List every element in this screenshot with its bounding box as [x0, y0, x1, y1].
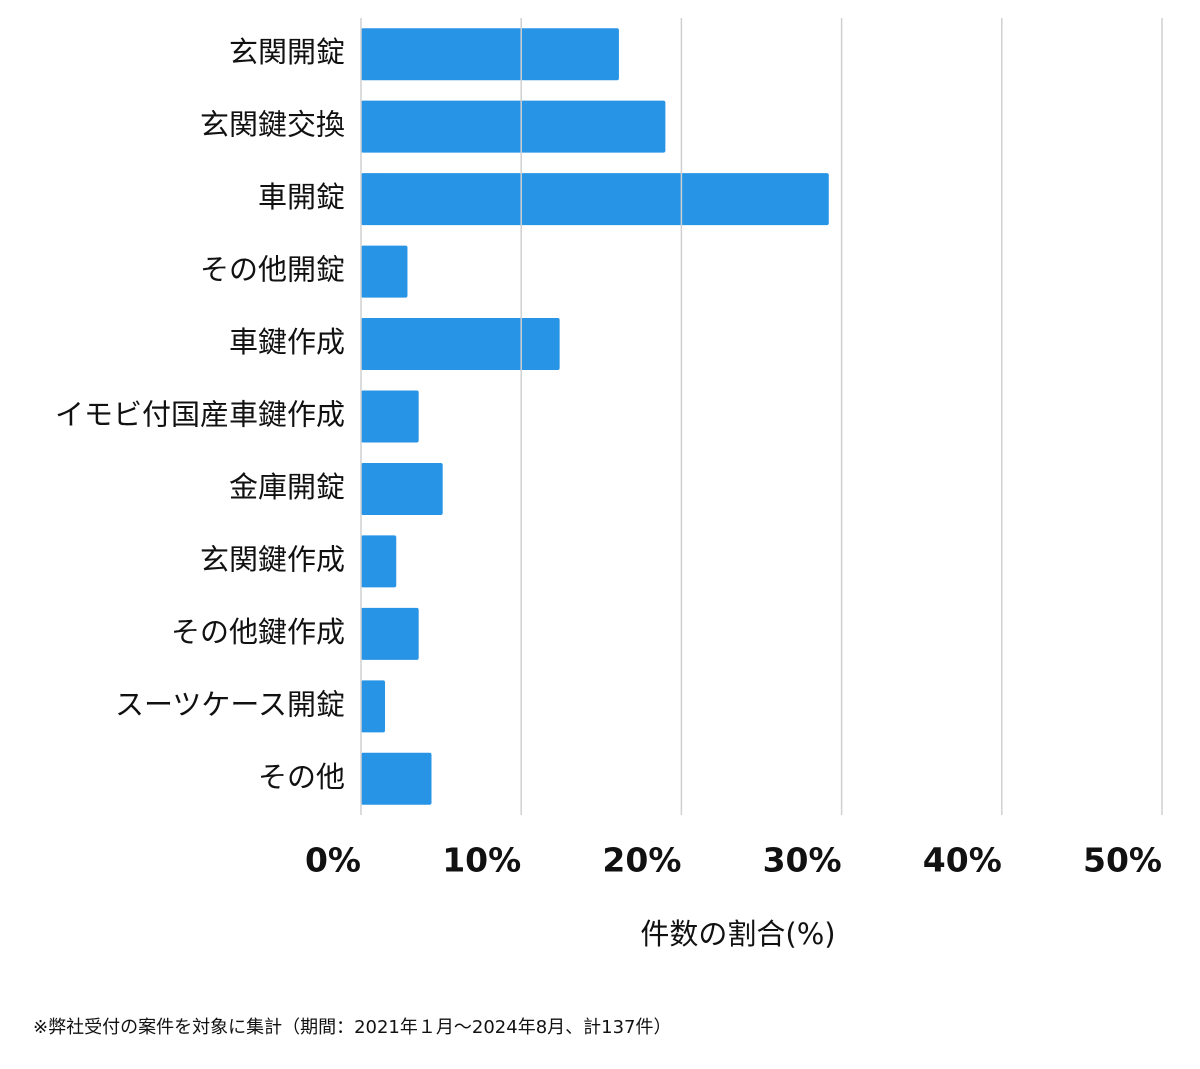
bar — [361, 535, 397, 588]
bar — [361, 100, 666, 153]
x-tick-label: 10% — [442, 841, 521, 880]
y-tick-label: 金庫開錠 — [229, 470, 345, 504]
bar — [361, 752, 432, 805]
y-tick-label: その他鍵作成 — [171, 615, 345, 649]
y-tick-label: 玄関開錠 — [229, 35, 345, 69]
bar — [361, 607, 419, 660]
bar — [361, 28, 619, 81]
x-tick-label: 50% — [1083, 841, 1162, 880]
x-axis-label: 件数の割合(%) — [640, 917, 835, 951]
x-tick-label: 20% — [602, 841, 681, 880]
y-tick-label: スーツケース開錠 — [115, 687, 345, 721]
x-tick-label: 30% — [763, 841, 842, 880]
bar — [361, 173, 829, 226]
y-tick-label: その他 — [258, 760, 345, 794]
bar — [361, 680, 386, 733]
y-tick-label: 玄関鍵交換 — [200, 108, 345, 142]
y-tick-label: 玄関鍵作成 — [200, 542, 345, 576]
y-tick-label: イモビ付国産車鍵作成 — [55, 398, 345, 432]
y-tick-label: 車鍵作成 — [229, 325, 345, 359]
x-tick-label: 40% — [923, 841, 1002, 880]
bar — [361, 390, 419, 443]
bar — [361, 318, 560, 371]
bar — [361, 462, 443, 515]
bar — [361, 245, 408, 298]
x-tick-label: 0% — [305, 841, 361, 880]
y-tick-label: その他開錠 — [200, 253, 345, 287]
footnote: ※弊社受付の案件を対象に集計（期間：2021年１月〜2024年8月、計137件） — [33, 1017, 672, 1038]
y-tick-label: 車開錠 — [258, 180, 345, 214]
